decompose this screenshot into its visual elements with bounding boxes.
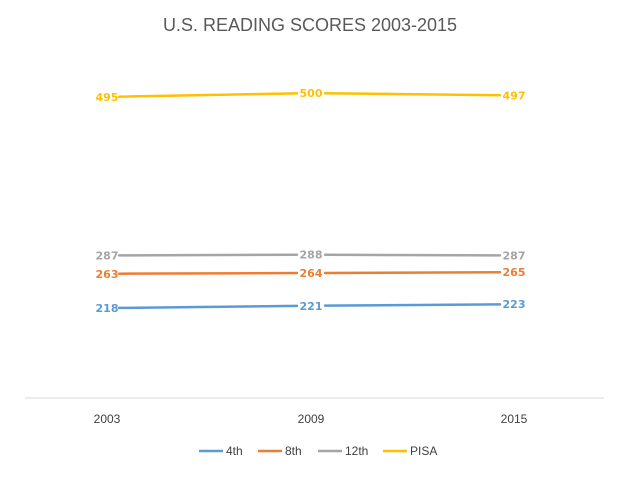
series-line-4th bbox=[323, 303, 502, 307]
series-line-4th bbox=[117, 304, 299, 310]
data-label-8th-2003: 263 bbox=[96, 268, 119, 281]
series-line-12th bbox=[323, 253, 502, 257]
chart-title: U.S. READING SCORES 2003-2015 bbox=[163, 15, 457, 35]
x-tick-label-2003: 2003 bbox=[94, 412, 121, 426]
series-line-pisa bbox=[117, 92, 299, 98]
data-label-4th-2009: 221 bbox=[300, 300, 323, 313]
data-label-12th-2015: 287 bbox=[503, 249, 526, 262]
legend: 4th 8th 12th PISA bbox=[199, 444, 437, 458]
legend-item-12th: 12th bbox=[318, 444, 368, 458]
legend-label-pisa: PISA bbox=[410, 444, 437, 458]
data-label-pisa-2003: 495 bbox=[96, 91, 119, 104]
x-tick-label-2009: 2009 bbox=[298, 412, 325, 426]
data-label-8th-2009: 264 bbox=[300, 267, 323, 280]
series-line-8th bbox=[117, 271, 299, 275]
data-label-4th-2003: 218 bbox=[96, 302, 119, 315]
series-line-8th bbox=[323, 271, 502, 275]
series-8th: 263 264 265 bbox=[96, 266, 526, 281]
data-label-pisa-2009: 500 bbox=[300, 87, 323, 100]
legend-label-12th: 12th bbox=[345, 444, 368, 458]
x-tick-label-2015: 2015 bbox=[501, 412, 528, 426]
series-pisa: 495 500 497 bbox=[96, 87, 526, 104]
data-label-12th-2009: 288 bbox=[300, 249, 323, 262]
legend-label-4th: 4th bbox=[226, 444, 243, 458]
x-tick-layer: 2003 2009 2015 bbox=[94, 412, 528, 426]
data-label-8th-2015: 265 bbox=[503, 266, 526, 279]
series-line-12th bbox=[117, 253, 299, 257]
series-12th: 287 288 287 bbox=[96, 249, 526, 263]
legend-item-4th: 4th bbox=[199, 444, 243, 458]
data-label-12th-2003: 287 bbox=[96, 249, 119, 262]
data-label-pisa-2015: 497 bbox=[503, 89, 526, 102]
data-label-4th-2015: 223 bbox=[503, 298, 526, 311]
series-line-pisa bbox=[323, 92, 502, 97]
legend-item-pisa: PISA bbox=[383, 444, 437, 458]
legend-item-8th: 8th bbox=[258, 444, 302, 458]
series-4th: 218 221 223 bbox=[96, 298, 526, 315]
series-layer: 218 221 223 263 264 265 287 288 287 495 500 497 bbox=[96, 87, 526, 315]
legend-label-8th: 8th bbox=[285, 444, 302, 458]
